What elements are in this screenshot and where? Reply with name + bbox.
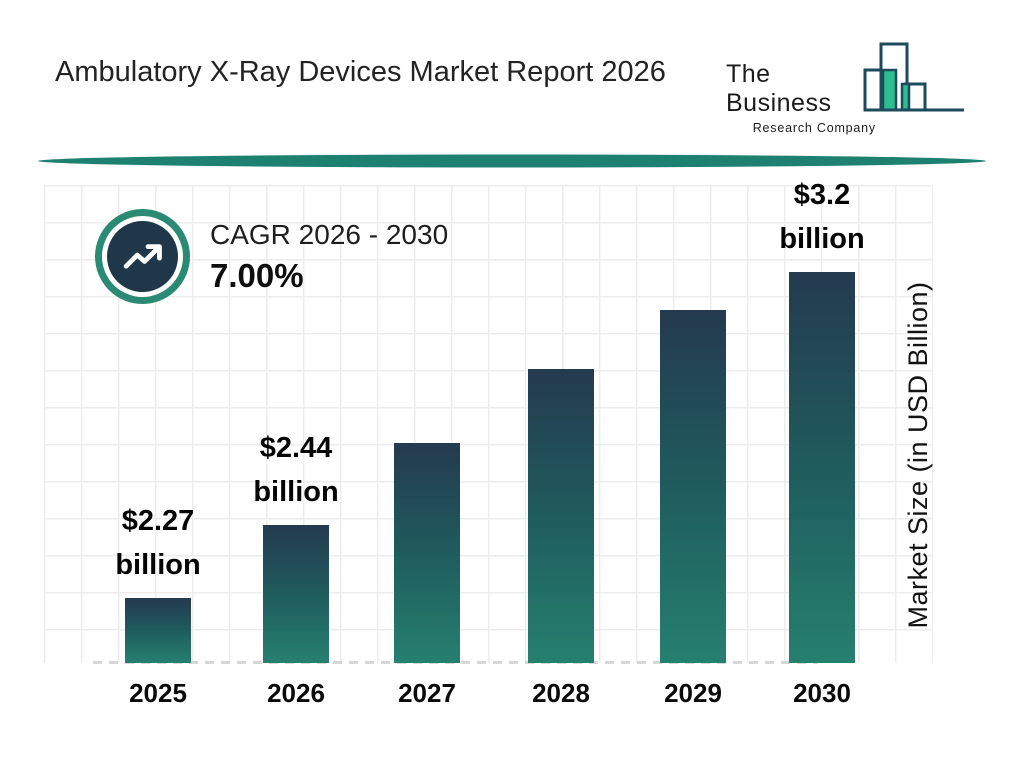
x-axis-tick-label: 2026	[267, 678, 325, 708]
logo-text-primary: The Business	[726, 60, 832, 117]
chart-grid	[44, 185, 933, 663]
bar	[125, 598, 191, 663]
bar-value-unit: billion	[253, 476, 339, 508]
bar-value-label: $2.44 billion	[206, 426, 386, 514]
bar	[394, 443, 460, 663]
x-axis-tick-label: 2028	[532, 678, 590, 708]
page-title: Ambulatory X-Ray Devices Market Report 2…	[55, 56, 666, 88]
bar	[263, 525, 329, 663]
bar	[660, 310, 726, 663]
bar	[789, 272, 855, 663]
bar-value-unit: billion	[779, 223, 865, 255]
y-axis-label: Market Size (in USD Billion)	[903, 281, 933, 629]
x-axis-tick-label: 2027	[398, 678, 456, 708]
x-axis-tick-label: 2029	[664, 678, 722, 708]
company-logo-text: The Business Research Company	[726, 60, 876, 135]
cagr-label: CAGR 2026 - 2030	[210, 219, 449, 250]
bar-value-amount: $2.44	[259, 432, 333, 464]
bar	[528, 369, 594, 663]
x-axis-tick-label: 2025	[129, 678, 187, 708]
x-axis-tick-label: 2030	[793, 678, 851, 708]
logo-bar-chart-icon	[863, 42, 964, 112]
bar-value-label: $2.27 billion	[68, 499, 248, 587]
trending-up-icon	[123, 243, 162, 269]
bar-value-amount: $2.27	[121, 505, 195, 537]
divider	[38, 154, 986, 168]
bar-value-label: $3.2 billion	[732, 173, 912, 261]
cagr-value: 7.00%	[210, 257, 304, 294]
logo-text-secondary: Research Company	[752, 121, 876, 135]
bar-value-amount: $3.2	[793, 179, 851, 211]
cagr-badge	[95, 209, 190, 304]
cagr-badge-ring	[102, 216, 183, 297]
bar-value-unit: billion	[115, 549, 201, 581]
cagr-badge-inner	[107, 221, 178, 292]
